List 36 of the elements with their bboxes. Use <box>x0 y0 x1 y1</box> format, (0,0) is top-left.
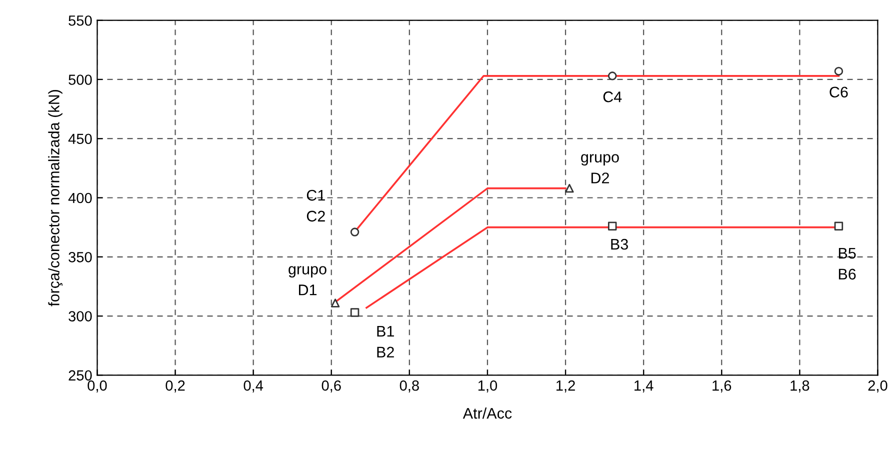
x-tick-label: 1,6 <box>712 380 732 392</box>
y-tick-label: 550 <box>68 15 92 26</box>
point <box>330 298 340 308</box>
x-axis-title: Atr/Acc <box>462 408 512 419</box>
y-axis-title: força/conector normalizada (kN) <box>48 90 62 306</box>
x-tick-label: 1,4 <box>634 380 654 392</box>
x-tick-label: 0,0 <box>88 380 107 392</box>
annotation: C1 C2 <box>306 190 325 222</box>
y-tick-label: 500 <box>68 74 92 85</box>
x-tick-label: 1,8 <box>790 380 810 392</box>
annotation: B3 <box>611 238 628 250</box>
annotation: B5 B6 <box>838 248 856 280</box>
y-tick-label: 300 <box>68 311 92 322</box>
point <box>834 66 844 76</box>
y-tick-label: 400 <box>68 192 92 204</box>
y-tick-label: 350 <box>68 252 92 262</box>
point <box>565 184 574 193</box>
annotation: C6 <box>830 86 848 98</box>
x-tick-label: 0,2 <box>166 380 185 392</box>
x-tick-label: 0,8 <box>400 380 419 392</box>
y-tick-label: 250 <box>68 370 92 381</box>
x-tick-label: 1,2 <box>556 380 575 392</box>
x-tick-label: 1,0 <box>478 380 498 392</box>
y-tick-label: 450 <box>68 134 92 144</box>
x-tick-label: 2,0 <box>868 380 888 392</box>
point <box>350 308 360 317</box>
point <box>608 222 617 231</box>
x-tick-label: 0,4 <box>244 380 264 392</box>
point <box>608 72 617 80</box>
point <box>834 222 844 231</box>
annotation: grupo D2 <box>581 154 619 184</box>
annotation: C4 <box>603 91 622 102</box>
x-tick-label: 0,6 <box>322 380 341 392</box>
annotation: grupo D1 <box>288 266 326 296</box>
annotation: B1 B2 <box>377 326 394 358</box>
point <box>350 228 360 236</box>
